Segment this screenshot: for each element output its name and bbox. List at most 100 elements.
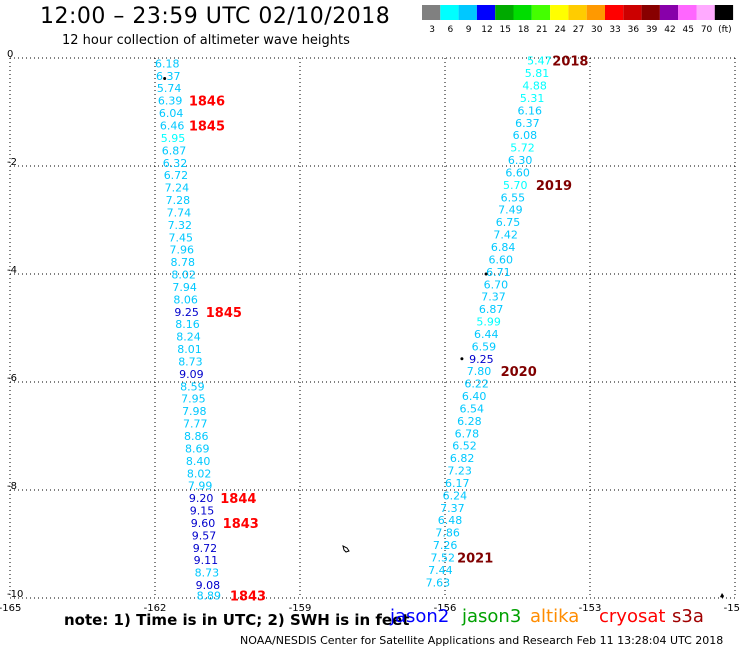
time-label: 1846 [189,95,225,110]
wave-height-value: 8.73 [195,567,220,580]
wave-height-value: 6.44 [474,328,499,341]
wave-height-value: 9.25 [469,353,494,366]
wave-height-value: 7.26 [433,539,458,552]
y-tick-label: -4 [7,265,17,276]
wave-height-value: 7.52 [431,552,456,565]
y-tick-label: -10 [7,589,23,600]
legend-label: 12 [481,25,492,35]
legend-label: 42 [664,25,675,35]
wave-height-value: 6.37 [156,70,181,83]
wave-height-value: 6.87 [162,144,187,157]
wave-height-value: 6.84 [491,241,515,254]
wave-height-value: 6.18 [155,57,180,70]
wave-height-value: 9.15 [190,505,215,518]
legend-label: 27 [573,25,584,35]
wave-height-value: 7.94 [172,281,197,294]
wave-height-marks: 6.186.375.746.396.046.465.956.876.326.72… [155,55,588,605]
wave-height-value: 9.25 [174,306,199,319]
legend-swatch [678,5,697,20]
wave-height-value: 6.52 [452,440,477,453]
wave-height-value: 7.44 [428,564,453,577]
wave-height-value: 8.86 [184,430,209,443]
wave-height-value: 8.73 [178,355,203,368]
wave-height-value: 7.99 [188,480,213,493]
wave-height-value: 5.47 [527,55,552,68]
legend-swatch [495,5,514,20]
legend-label: 30 [591,25,603,35]
satellite-name-s3a: s3a [672,606,704,627]
legend-swatch [550,5,569,20]
time-label: 2021 [457,552,493,567]
wave-height-value: 6.59 [472,340,497,353]
wave-height-value: 5.31 [520,92,545,105]
wave-height-value: 8.16 [175,318,200,331]
wave-height-value: 6.17 [445,477,470,490]
wave-height-value: 6.55 [501,191,526,204]
time-label: 1845 [189,120,225,135]
wave-height-value: 6.70 [484,278,509,291]
wave-height-value: 7.23 [447,465,472,478]
wave-height-value: 6.60 [489,253,514,266]
legend-swatch [714,5,734,20]
wave-height-value: 8.40 [186,455,211,468]
wave-height-value: 6.04 [159,107,184,120]
x-tick-label: -156 [434,603,457,614]
wave-height-value: 6.32 [163,157,188,170]
satellite-name-jason3: jason3 [462,606,522,627]
wave-height-value: 8.24 [176,331,201,344]
y-tick-label: -6 [7,373,17,384]
wave-height-value: 7.37 [440,502,465,515]
wave-height-value: 5.74 [157,82,182,95]
wave-height-value: 6.82 [450,452,475,465]
legend-swatch [586,5,605,20]
wave-height-value: 6.71 [486,266,511,279]
wave-height-value: 7.86 [435,527,460,540]
wave-height-value: 7.24 [165,182,190,195]
wave-height-value: 5.72 [510,142,535,155]
wave-height-value: 7.77 [183,418,208,431]
wave-height-value: 7.63 [426,576,451,589]
legend-swatch [696,5,715,20]
color-scale-legend: 3 6 9 12 15 18 21 24 27 30 33 36 39 42 45 70 (ft) [422,5,734,35]
legend-label: 45 [683,25,694,35]
map-subtitle: 12 hour collection of altimeter wave hei… [62,33,350,48]
position-marker [460,357,464,361]
wave-height-value: 8.06 [173,293,198,306]
wave-height-value: 6.24 [443,489,468,502]
wave-height-value: 7.42 [493,229,518,242]
wave-height-value: 5.81 [525,67,550,80]
wave-height-value: 6.48 [438,514,463,527]
legend-swatch [641,5,660,20]
legend-label: 18 [518,25,530,35]
time-label: 1843 [223,517,259,532]
wave-height-value: 6.16 [518,104,543,117]
wave-height-value: 6.87 [479,303,504,316]
x-tick-label: -153 [579,603,602,614]
satellite-name-altika: altika [530,606,580,627]
x-tick-label: -150 [724,603,740,614]
wave-height-value: 6.60 [505,166,529,179]
wave-height-value: 9.60 [191,517,216,530]
x-tick-label: -162 [144,603,167,614]
legend-swatch [605,5,624,20]
wave-height-value: 9.09 [179,368,204,381]
legend-label: 70 [701,25,713,35]
wave-height-value: 7.96 [170,244,195,257]
legend-label: 6 [447,25,453,35]
wave-height-value: 6.28 [457,415,482,428]
wave-height-value: 7.45 [169,231,194,244]
legend-swatch [476,5,496,20]
wave-height-value: 8.02 [171,269,196,282]
footer-credit: NOAA/NESDIS Center for Satellite Applica… [240,634,724,647]
legend-swatch [568,5,587,20]
y-tick-label: -2 [7,157,17,168]
time-label: 2020 [501,365,537,380]
island-shape [342,545,350,553]
wave-height-value: 7.28 [166,194,191,207]
wave-height-value: 6.30 [508,154,533,167]
wave-height-value: 8.02 [187,467,212,480]
map-title: 12:00 – 23:59 UTC 02/10/2018 [40,4,391,29]
legend-label: 21 [536,25,547,35]
wave-height-value: 6.22 [464,378,489,391]
